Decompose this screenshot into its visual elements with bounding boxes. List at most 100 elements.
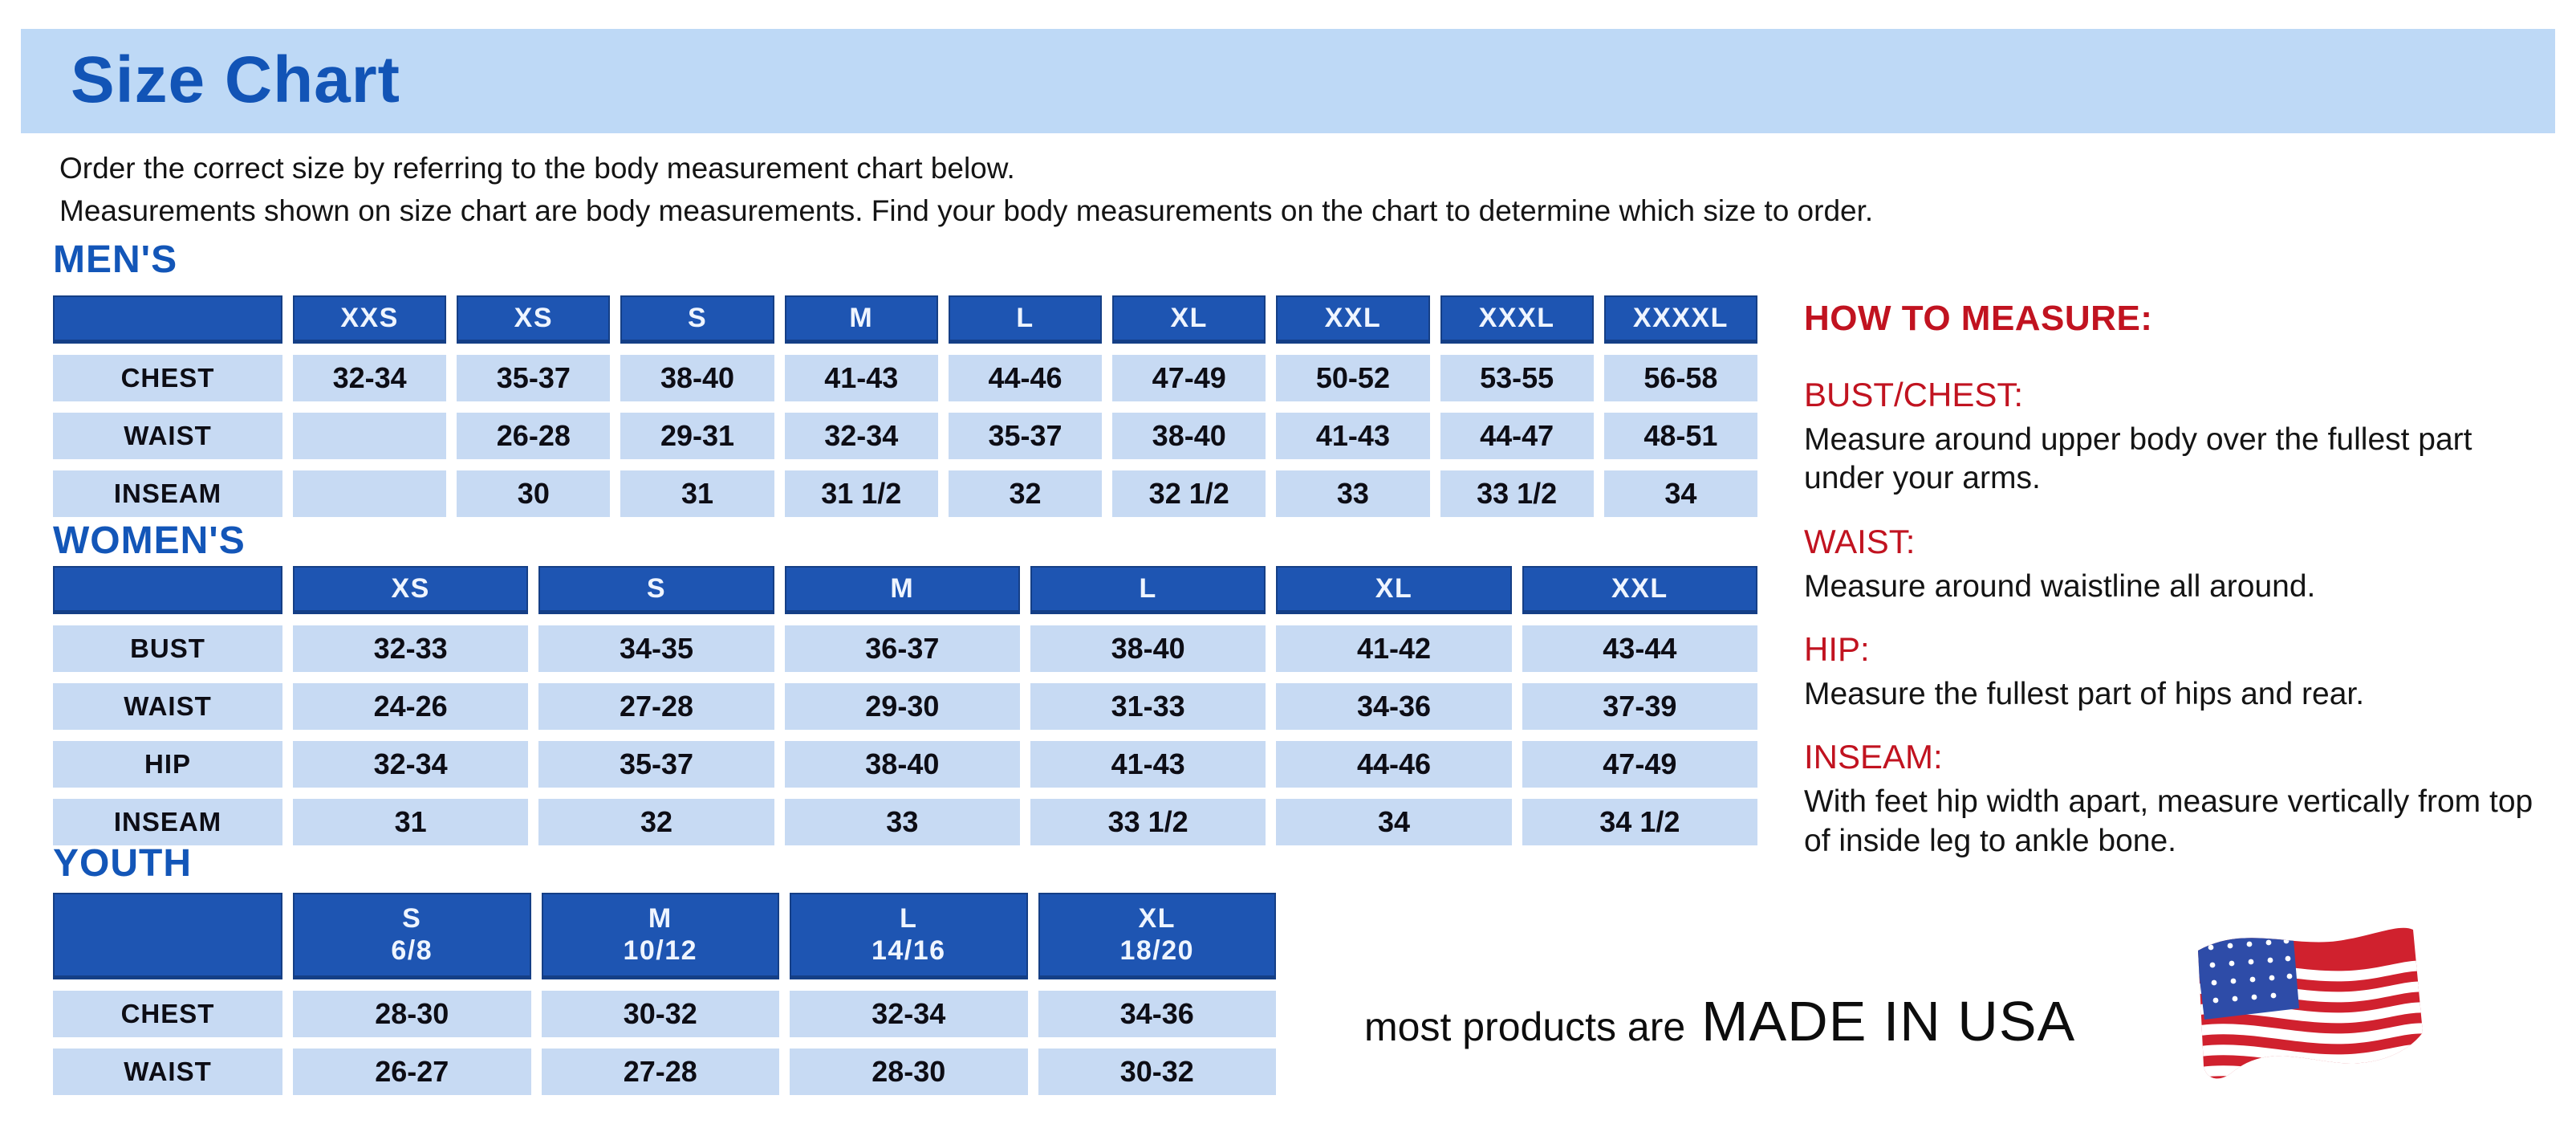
size-cell: 41-42	[1276, 625, 1512, 672]
size-cell: 35-37	[948, 413, 1103, 459]
size-cell: 27-28	[541, 1049, 779, 1095]
column-range-label: 18/20	[1119, 935, 1195, 966]
youth-size-table: S 6/8 M 10/12 L 14/16 XL 18/20 CHEST 28-30 30-32 32…	[53, 893, 1276, 1095]
size-cell: 31 1/2	[784, 470, 938, 517]
measure-description: Measure the fullest part of hips and rea…	[1804, 677, 2365, 712]
column-header: XXL	[1276, 295, 1430, 344]
column-range-label: 6/8	[391, 935, 433, 966]
how-to-measure-heading: HOW TO MEASURE:	[1804, 299, 2153, 338]
size-cell: 33	[784, 799, 1020, 845]
size-cell: 30-32	[1038, 1049, 1276, 1095]
size-cell: 34-35	[538, 625, 774, 672]
measure-term: INSEAM:	[1804, 738, 1943, 776]
column-header: S	[620, 295, 774, 344]
size-cell	[293, 413, 447, 459]
made-in-usa-text: MADE IN USA	[1701, 990, 2076, 1053]
size-cell: 38-40	[1112, 413, 1266, 459]
size-cell: 56-58	[1603, 355, 1757, 401]
size-cell: 28-30	[293, 991, 531, 1037]
size-cell: 34	[1603, 470, 1757, 517]
page-title: Size Chart	[71, 43, 400, 116]
size-cell: 38-40	[1030, 625, 1266, 672]
table-corner-cell	[53, 893, 282, 979]
title-banner: Size Chart	[21, 29, 2555, 133]
intro-line-2: Measurements shown on size chart are bod…	[59, 193, 1874, 227]
measure-term: WAIST:	[1804, 522, 1916, 560]
size-cell: 36-37	[784, 625, 1020, 672]
size-cell: 32 1/2	[1112, 470, 1266, 517]
measure-list: BUST/CHEST: Measure around upper body ove…	[1804, 376, 2558, 861]
size-cell: 47-49	[1522, 741, 1757, 788]
size-cell: 43-44	[1522, 625, 1757, 672]
column-header: XXS	[293, 295, 447, 344]
size-cell: 33	[1276, 470, 1430, 517]
size-cell: 50-52	[1276, 355, 1430, 401]
size-cell: 37-39	[1522, 683, 1757, 730]
size-cell: 44-46	[948, 355, 1103, 401]
size-cell: 32	[538, 799, 774, 845]
size-cell: 31	[293, 799, 529, 845]
size-cell: 44-46	[1276, 741, 1512, 788]
row-label: BUST	[53, 625, 282, 672]
size-cell: 35-37	[457, 355, 611, 401]
table-corner-cell	[53, 295, 282, 344]
made-in-prefix: most products are	[1364, 1004, 1686, 1049]
intro-line-1: Order the correct size by referring to t…	[59, 152, 1015, 185]
column-header: M	[784, 295, 938, 344]
row-label: CHEST	[53, 991, 282, 1037]
size-cell: 28-30	[790, 1049, 1028, 1095]
row-label: WAIST	[53, 413, 282, 459]
column-size-label: S	[402, 903, 422, 935]
column-size-label: M	[648, 903, 672, 935]
column-header: XXXL	[1440, 295, 1594, 344]
size-cell: 26-28	[457, 413, 611, 459]
column-header: XS	[457, 295, 611, 344]
size-cell: 24-26	[293, 683, 529, 730]
size-cell: 30-32	[541, 991, 779, 1037]
column-size-label: L	[900, 903, 918, 935]
measure-description: Measure around waistline all around.	[1804, 568, 2316, 604]
size-cell: 32-34	[784, 413, 938, 459]
column-header: XS	[293, 566, 529, 614]
size-cell: 34	[1276, 799, 1512, 845]
size-cell: 34 1/2	[1522, 799, 1757, 845]
measure-description: Measure around upper body over the fulle…	[1804, 422, 2472, 496]
size-cell: 34-36	[1038, 991, 1276, 1037]
usa-flag-icon	[2198, 927, 2423, 1079]
size-cell: 47-49	[1112, 355, 1266, 401]
column-header: XL	[1276, 566, 1512, 614]
womens-size-table: XS S M L XL XXL BUST 32-33 34-35 36-37 38-40 41-42 4…	[53, 566, 1757, 845]
size-cell: 26-27	[293, 1049, 531, 1095]
size-cell	[293, 470, 447, 517]
section-title-womens: WOMEN'S	[53, 519, 246, 562]
size-cell: 38-40	[784, 741, 1020, 788]
table-corner-cell	[53, 566, 282, 614]
size-cell: 33 1/2	[1030, 799, 1266, 845]
size-cell: 27-28	[538, 683, 774, 730]
size-cell: 32-34	[790, 991, 1028, 1037]
column-header: S	[538, 566, 774, 614]
column-header: L 14/16	[790, 893, 1028, 979]
size-cell: 29-30	[784, 683, 1020, 730]
size-cell: 33 1/2	[1440, 470, 1594, 517]
column-size-label: XL	[1138, 903, 1176, 935]
size-cell: 38-40	[620, 355, 774, 401]
row-label: INSEAM	[53, 799, 282, 845]
row-label: CHEST	[53, 355, 282, 401]
measure-term: HIP:	[1804, 630, 1870, 669]
row-label: WAIST	[53, 1049, 282, 1095]
size-cell: 41-43	[1030, 741, 1266, 788]
size-cell: 35-37	[538, 741, 774, 788]
column-range-label: 14/16	[871, 935, 946, 966]
size-cell: 30	[457, 470, 611, 517]
column-header: XXXXL	[1603, 295, 1757, 344]
column-header: L	[948, 295, 1103, 344]
measure-description: With feet hip width apart, measure verti…	[1804, 784, 2533, 858]
made-in-usa-line: most products are MADE IN USA	[1364, 989, 2075, 1053]
column-header: M	[784, 566, 1020, 614]
size-cell: 41-43	[1276, 413, 1430, 459]
size-cell: 32	[948, 470, 1103, 517]
row-label: HIP	[53, 741, 282, 788]
column-range-label: 10/12	[623, 935, 698, 966]
